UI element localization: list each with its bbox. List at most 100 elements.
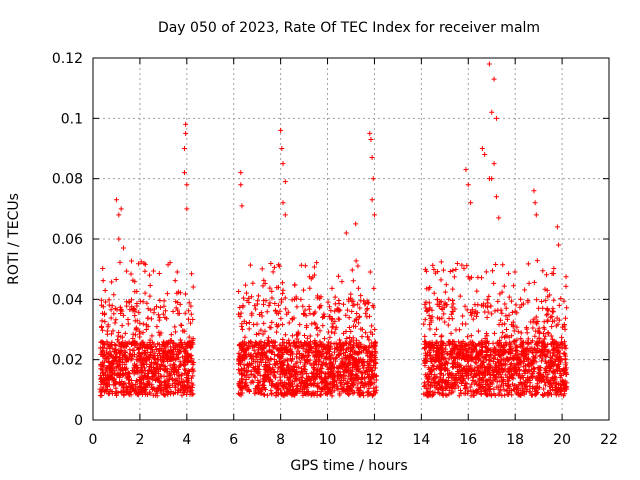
data-point <box>112 320 118 326</box>
data-point <box>352 362 358 368</box>
data-point <box>295 348 301 354</box>
data-point <box>157 298 163 304</box>
data-point <box>351 318 357 324</box>
data-point <box>443 282 449 288</box>
data-point <box>267 300 273 306</box>
data-point <box>183 291 189 297</box>
data-point <box>125 374 131 380</box>
data-point <box>156 329 162 335</box>
data-point <box>109 374 115 380</box>
data-point <box>246 364 252 370</box>
data-point <box>269 295 275 301</box>
data-point <box>453 266 459 272</box>
data-point <box>107 370 113 376</box>
data-point <box>346 392 352 398</box>
data-point <box>154 376 160 382</box>
data-point <box>324 355 330 361</box>
data-point <box>319 380 325 386</box>
data-point <box>170 369 176 375</box>
data-point <box>162 392 168 398</box>
data-point <box>502 301 508 307</box>
data-point <box>317 304 323 310</box>
data-point <box>367 269 373 275</box>
data-point <box>555 349 561 355</box>
data-point <box>326 386 332 392</box>
data-point <box>258 353 264 359</box>
data-point <box>340 341 346 347</box>
data-point <box>511 371 517 377</box>
data-point <box>175 366 181 372</box>
data-point <box>241 295 247 301</box>
data-point <box>270 342 276 348</box>
data-point <box>174 290 180 296</box>
data-point <box>441 349 447 355</box>
data-point <box>259 313 265 319</box>
data-point <box>103 356 109 362</box>
data-point <box>312 380 318 386</box>
data-point <box>332 330 338 336</box>
data-point <box>343 328 349 334</box>
data-point <box>534 381 540 387</box>
data-point <box>353 221 359 227</box>
data-point <box>544 307 550 313</box>
data-point <box>165 351 171 357</box>
data-point <box>174 269 180 275</box>
data-point <box>564 305 570 311</box>
data-point <box>190 316 196 322</box>
data-point <box>513 365 519 371</box>
data-point <box>343 364 349 370</box>
data-point <box>254 340 260 346</box>
data-point <box>302 307 308 313</box>
data-point <box>140 357 146 363</box>
data-point <box>479 275 485 281</box>
data-point <box>252 351 258 357</box>
data-point <box>355 301 361 307</box>
data-point <box>165 383 171 389</box>
data-point <box>546 348 552 354</box>
data-point <box>562 356 568 362</box>
data-point <box>168 389 174 395</box>
data-point <box>311 362 317 368</box>
data-point <box>279 368 285 374</box>
data-point <box>246 320 252 326</box>
data-point <box>110 365 116 371</box>
data-point <box>111 382 117 388</box>
data-point <box>329 384 335 390</box>
data-point <box>468 309 474 315</box>
data-point <box>554 224 560 230</box>
data-point <box>439 315 445 321</box>
data-point <box>157 382 163 388</box>
data-point <box>541 386 547 392</box>
data-point <box>484 314 490 320</box>
data-point <box>171 391 177 397</box>
data-point <box>368 367 374 373</box>
data-point <box>267 366 273 372</box>
data-point <box>332 294 338 300</box>
data-point <box>161 303 167 309</box>
data-point <box>278 316 284 322</box>
data-point <box>458 390 464 396</box>
data-point <box>135 370 141 376</box>
data-point <box>117 381 123 387</box>
data-point <box>323 354 329 360</box>
data-point <box>249 294 255 300</box>
data-point <box>166 372 172 378</box>
data-point <box>366 385 372 391</box>
data-point <box>522 287 528 293</box>
data-point <box>320 314 326 320</box>
data-point <box>127 390 133 396</box>
data-point <box>350 278 356 284</box>
data-point <box>129 367 135 373</box>
data-point <box>449 316 455 322</box>
data-point <box>460 313 466 319</box>
data-point <box>465 349 471 355</box>
data-point <box>113 346 119 352</box>
data-point <box>442 289 448 295</box>
data-point <box>158 362 164 368</box>
data-point <box>165 340 171 346</box>
data-point <box>458 381 464 387</box>
data-point <box>139 350 145 356</box>
data-point <box>325 299 331 305</box>
x-tick-label: 18 <box>506 432 524 448</box>
data-point <box>315 355 321 361</box>
